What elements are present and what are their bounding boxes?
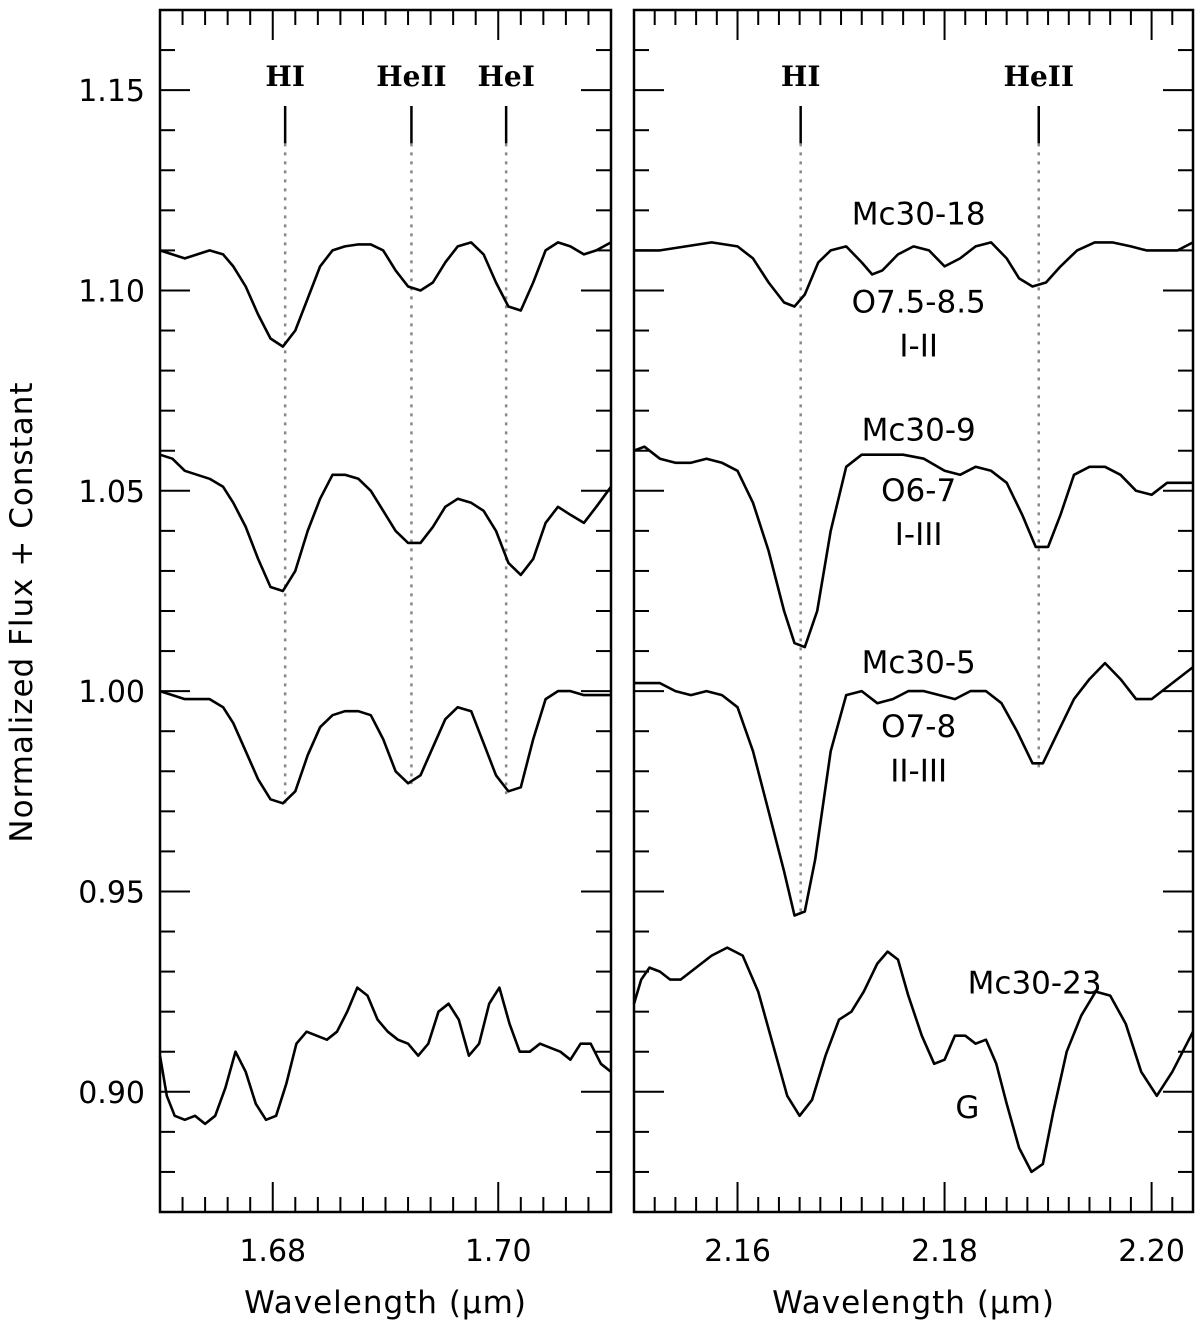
spectrum-line xyxy=(634,661,1194,917)
y-axis-title: Normalized Flux + Constant xyxy=(4,381,40,842)
star-label: O7-8 xyxy=(881,709,956,745)
right-panel: 2.16 2.18 2.20 Wavelength (μm) HI HeII Mc30-18… xyxy=(632,8,1195,1321)
left-panel: 0.90 0.95 1.00 1.05 1.10 1.15 1.68 1.70 Waveleng… xyxy=(78,8,613,1321)
plot-frame xyxy=(158,8,613,1214)
star-label: I-II xyxy=(899,329,938,365)
plot-frame xyxy=(632,8,1195,1214)
y-tick-label: 1.10 xyxy=(78,274,145,309)
star-label: Mc30-23 xyxy=(968,966,1102,1002)
star-label: O6-7 xyxy=(881,473,956,509)
star-label: O7.5-8.5 xyxy=(852,285,986,321)
star-label: I-III xyxy=(895,517,943,553)
x-tick-label: 1.68 xyxy=(239,1234,306,1269)
y-tick-label: 1.15 xyxy=(78,74,145,109)
spectral-line-label: HeII xyxy=(376,60,446,93)
spectrum-line xyxy=(159,453,613,593)
star-label: II-III xyxy=(890,753,947,789)
y-tick-label: 0.95 xyxy=(78,875,145,910)
spectral-line-label: HI xyxy=(265,60,305,93)
x-tick-label: 2.16 xyxy=(704,1234,771,1269)
x-tick-label: 2.18 xyxy=(911,1234,978,1269)
x-axis-title: Wavelength (μm) xyxy=(244,1285,527,1321)
spectrum-line xyxy=(158,986,612,1126)
star-label: Mc30-5 xyxy=(862,645,976,681)
spectral-line-label: HI xyxy=(781,60,821,93)
spectral-line-label: HeI xyxy=(477,60,534,93)
spectrum-line xyxy=(159,241,612,348)
spectral-line-label: HeII xyxy=(1004,60,1074,93)
star-label: Mc30-18 xyxy=(852,196,986,232)
x-tick-label: 2.20 xyxy=(1118,1234,1185,1269)
x-axis-title: Wavelength (μm) xyxy=(772,1285,1055,1321)
star-label: G xyxy=(955,1090,979,1126)
spectrum-line xyxy=(159,689,611,805)
y-tick-label: 0.90 xyxy=(78,1076,145,1111)
y-tick-label: 1.00 xyxy=(78,675,145,710)
y-tick-label: 1.05 xyxy=(78,475,145,510)
star-label: Mc30-9 xyxy=(862,413,976,449)
spectrum-line xyxy=(633,445,1193,649)
spectrum-line xyxy=(634,241,1194,308)
spectrum-line xyxy=(632,946,1195,1174)
x-tick-label: 1.70 xyxy=(465,1234,532,1269)
